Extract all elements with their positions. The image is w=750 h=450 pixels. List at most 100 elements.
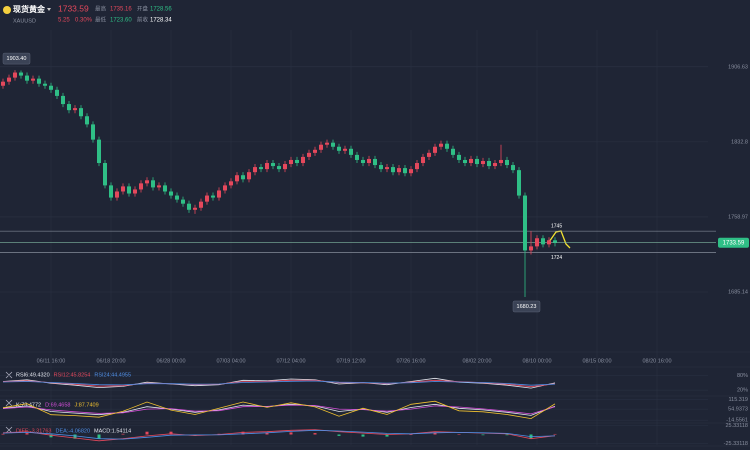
candle-body bbox=[469, 158, 473, 164]
annotation-label: 1903.40 bbox=[7, 56, 27, 62]
candle-body bbox=[199, 201, 203, 208]
candle-body bbox=[97, 139, 101, 164]
candle-body bbox=[67, 104, 71, 111]
candle-body bbox=[553, 240, 557, 243]
indicator-legend: RSI24:44.4955 bbox=[94, 372, 131, 378]
candle-body bbox=[175, 195, 179, 200]
quote-change-pct: 0.30% bbox=[75, 18, 93, 24]
candle-body bbox=[229, 181, 233, 186]
candle-body bbox=[19, 72, 23, 76]
quote-prev-label: 前收 bbox=[137, 15, 149, 23]
candle-body bbox=[157, 185, 161, 188]
x-tick-label: 06/18 20:00 bbox=[96, 358, 125, 364]
price-line-label: 1745 bbox=[551, 223, 562, 229]
candle-body bbox=[487, 160, 491, 167]
candle-body bbox=[349, 148, 353, 155]
dropdown-arrow[interactable] bbox=[47, 8, 51, 11]
candle-body bbox=[145, 180, 149, 184]
candle-body bbox=[241, 175, 245, 180]
macd-bar bbox=[1, 433, 5, 435]
y-tick-label: 1685.14 bbox=[728, 289, 748, 295]
candle-body bbox=[361, 159, 365, 164]
candle-body bbox=[523, 195, 527, 251]
candle-body bbox=[493, 163, 497, 167]
macd-bar bbox=[25, 433, 29, 435]
candle-body bbox=[337, 146, 341, 151]
indicator-line bbox=[2, 400, 556, 420]
candle-body bbox=[397, 168, 401, 173]
candle-body bbox=[79, 108, 83, 117]
candle-body bbox=[115, 191, 119, 198]
candle-body bbox=[475, 158, 479, 165]
subtitle: XAUUSD bbox=[13, 18, 36, 24]
candle-body bbox=[379, 165, 383, 170]
indicator-tick-label: -25.33118 bbox=[724, 441, 748, 447]
candle-body bbox=[37, 78, 41, 84]
x-tick-label: 08/02 20:00 bbox=[462, 358, 491, 364]
pattern-drawing bbox=[548, 230, 571, 249]
indicator-legend: RSI12:45.8254 bbox=[54, 372, 91, 378]
candle-body bbox=[325, 142, 329, 145]
x-tick-label: 07/26 16:00 bbox=[396, 358, 425, 364]
candle-body bbox=[547, 240, 551, 245]
macd-bar bbox=[241, 431, 245, 435]
macd-bar bbox=[49, 434, 53, 438]
macd-bar bbox=[505, 434, 509, 436]
macd-bar bbox=[313, 433, 317, 435]
candle-body bbox=[445, 143, 449, 149]
x-tick-label: 08/20 16:00 bbox=[642, 358, 671, 364]
candle-body bbox=[187, 203, 191, 210]
macd-bar bbox=[553, 433, 557, 435]
indicator-tick-label: 115.319 bbox=[729, 397, 748, 403]
macd-bar bbox=[289, 432, 293, 435]
candle-body bbox=[25, 75, 29, 81]
macd-bar bbox=[121, 433, 125, 435]
candle-body bbox=[331, 142, 335, 147]
indicator-legend: MACD:1.54114 bbox=[94, 428, 131, 434]
candle-body bbox=[505, 159, 509, 166]
candle-body bbox=[301, 156, 305, 164]
candle-body bbox=[319, 144, 323, 150]
candle-body bbox=[385, 167, 389, 170]
candle-body bbox=[535, 238, 539, 247]
candle-body bbox=[415, 163, 419, 170]
candle-body bbox=[163, 185, 167, 192]
macd-bar bbox=[265, 432, 269, 435]
quote-open: 1728.56 bbox=[150, 7, 172, 13]
candle-body bbox=[463, 159, 467, 164]
candle-body bbox=[73, 108, 77, 111]
quote-low-label: 最低 bbox=[95, 15, 107, 23]
candle-body bbox=[109, 185, 113, 198]
candle-body bbox=[259, 167, 263, 170]
x-tick-label: 06/28 00:00 bbox=[156, 358, 185, 364]
candle-body bbox=[61, 95, 65, 105]
candle-body bbox=[511, 165, 515, 171]
candle-body bbox=[223, 185, 227, 191]
candle-body bbox=[289, 159, 293, 165]
macd-bar bbox=[433, 432, 437, 435]
candle-body bbox=[31, 78, 35, 81]
candle-body bbox=[103, 163, 107, 186]
macd-bar bbox=[457, 434, 461, 435]
candle-body bbox=[139, 183, 143, 190]
candle-body bbox=[313, 149, 317, 153]
macd-bar bbox=[409, 434, 413, 435]
y-tick-label: 1832.8 bbox=[731, 139, 748, 145]
candle-body bbox=[373, 158, 377, 166]
candle-body bbox=[49, 85, 53, 90]
candle-body bbox=[133, 189, 137, 194]
indicator-line bbox=[2, 377, 556, 389]
candle-body bbox=[247, 172, 251, 180]
candle-body bbox=[169, 191, 173, 196]
indicator-close-icons[interactable] bbox=[5, 371, 13, 434]
candle-body bbox=[55, 89, 59, 96]
indicator-legend: J:87.7409 bbox=[74, 402, 98, 408]
macd-bar bbox=[97, 434, 101, 439]
candle-body bbox=[541, 238, 545, 245]
indicator-tick-label: -14.5561 bbox=[726, 418, 748, 424]
macd-bar bbox=[145, 431, 149, 435]
quote-change: 5.25 bbox=[58, 18, 70, 24]
candle-body bbox=[355, 154, 359, 160]
